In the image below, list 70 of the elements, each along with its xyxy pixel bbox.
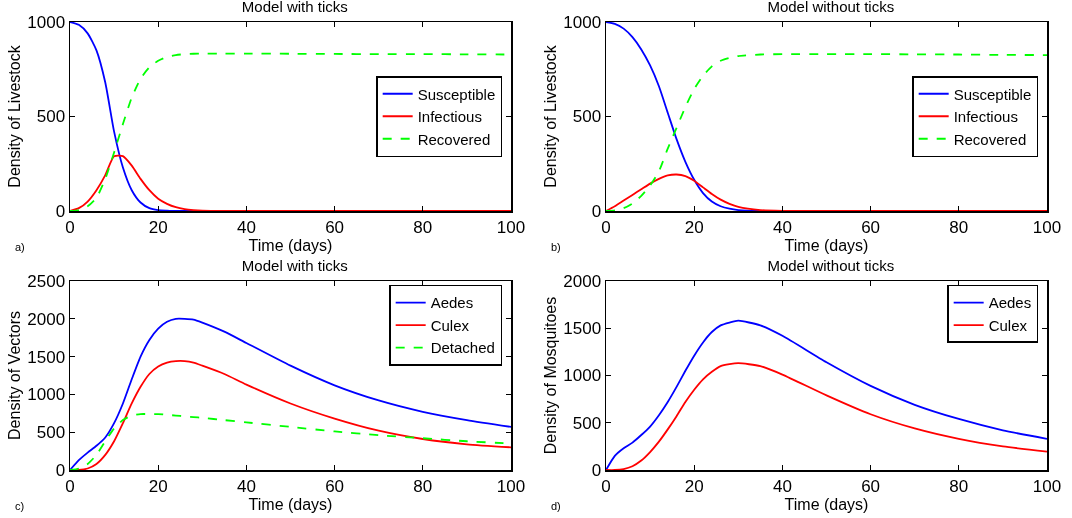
x-tick-label: 100 [1032, 476, 1062, 496]
x-tick-label: 60 [861, 476, 881, 496]
y-tick-label: 1000 [27, 385, 66, 405]
x-tick-label: 100 [496, 476, 526, 496]
y-tick-label: 1000 [27, 12, 66, 32]
legend-label: Culex [430, 316, 470, 334]
legend-label: Aedes [430, 294, 474, 312]
x-tick-label: 100 [1032, 217, 1062, 237]
line-series [70, 154, 511, 211]
x-tick-label: 80 [949, 217, 969, 237]
text: d) [551, 500, 561, 512]
y-tick-label: 1000 [563, 366, 602, 386]
y-tick-label: 1000 [563, 12, 602, 32]
x-tick-label: 20 [684, 217, 704, 237]
line-series [606, 362, 1047, 470]
x-axis-title: Time (days) [784, 236, 869, 254]
x-tick-label: 80 [413, 476, 433, 496]
chart-title: Model without ticks [767, 256, 895, 274]
x-tick-label: 40 [236, 217, 256, 237]
y-tick-label: 1500 [27, 347, 66, 367]
x-axis-title: Time (days) [248, 495, 333, 513]
x-tick-label: 40 [236, 476, 256, 496]
legend-label: Detached [430, 339, 495, 357]
chart-title: Model with ticks [241, 0, 348, 15]
y-tick-label: 2000 [563, 271, 602, 291]
x-tick-label: 40 [772, 217, 792, 237]
y-tick-label: 500 [36, 423, 66, 443]
legend-label: Aedes [988, 294, 1032, 312]
y-tick-label: 2000 [27, 309, 66, 329]
legend-label: Recovered [953, 130, 1027, 148]
y-tick-label: 0 [591, 460, 602, 480]
legend-label: Culex [988, 316, 1028, 334]
y-axis-title: Density of Livestock [542, 44, 560, 188]
legend-label: Susceptible [417, 85, 496, 103]
x-tick-label: 60 [325, 217, 345, 237]
x-tick-label: 100 [496, 217, 526, 237]
legend-label: Susceptible [953, 85, 1032, 103]
y-tick-label: 0 [55, 201, 66, 221]
x-tick-label: 20 [148, 217, 168, 237]
chart-title: Model without ticks [767, 0, 895, 15]
x-tick-label: 80 [413, 217, 433, 237]
text: b) [551, 241, 561, 253]
y-axis-title: Density of Mosquitoes [542, 296, 560, 455]
text: a) [15, 241, 25, 253]
y-tick-label: 500 [36, 107, 66, 127]
legend-label: Recovered [417, 130, 491, 148]
y-axis-title: Density of Vectors [6, 311, 24, 440]
y-tick-label: 500 [572, 107, 602, 127]
y-tick-label: 0 [591, 201, 602, 221]
line-series [606, 173, 1047, 211]
x-axis-title: Time (days) [248, 236, 333, 254]
x-tick-label: 80 [949, 476, 969, 496]
x-tick-label: 20 [148, 476, 168, 496]
x-tick-label: 40 [772, 476, 792, 496]
chart-title: Model with ticks [241, 256, 348, 274]
line-series [606, 53, 1047, 211]
x-axis-title: Time (days) [784, 495, 869, 513]
y-tick-label: 0 [55, 460, 66, 480]
legend-label: Infectious [953, 108, 1018, 126]
line-series [606, 319, 1047, 470]
y-tick-label: 500 [572, 413, 602, 433]
x-tick-label: 20 [684, 476, 704, 496]
y-axis-title: Density of Livestock [6, 44, 24, 188]
text: c) [15, 500, 25, 512]
y-tick-label: 2500 [27, 271, 66, 291]
y-tick-label: 1500 [563, 319, 602, 339]
line-series [70, 317, 511, 470]
legend-label: Infectious [417, 108, 482, 126]
x-tick-label: 60 [325, 476, 345, 496]
x-tick-label: 60 [861, 217, 881, 237]
